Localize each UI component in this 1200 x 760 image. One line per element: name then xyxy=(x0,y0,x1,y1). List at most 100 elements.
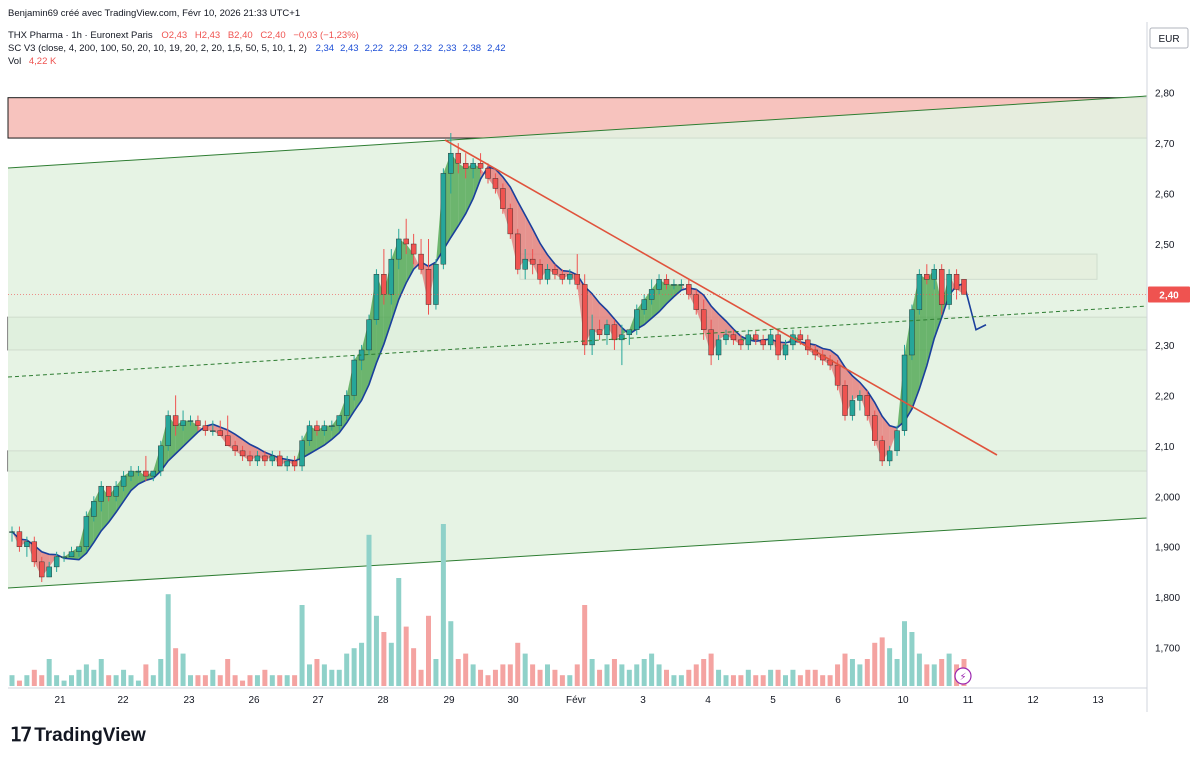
candle[interactable] xyxy=(39,561,45,578)
candle[interactable] xyxy=(16,531,23,547)
candle[interactable] xyxy=(46,566,52,578)
candle[interactable] xyxy=(388,258,395,295)
candle[interactable] xyxy=(247,455,253,462)
candle[interactable] xyxy=(202,425,209,431)
candle[interactable] xyxy=(410,243,417,255)
candle[interactable] xyxy=(462,163,469,169)
candle[interactable] xyxy=(105,485,112,497)
candle[interactable] xyxy=(715,339,722,356)
candle[interactable] xyxy=(693,294,699,310)
candle[interactable] xyxy=(418,253,424,270)
candle[interactable] xyxy=(515,233,521,270)
currency-box[interactable] xyxy=(1149,27,1189,49)
candle[interactable] xyxy=(396,238,402,260)
candle[interactable] xyxy=(849,400,856,416)
candle[interactable] xyxy=(938,269,945,305)
candle[interactable] xyxy=(886,450,893,462)
candle[interactable] xyxy=(158,445,164,472)
candle[interactable] xyxy=(648,289,655,300)
candle[interactable] xyxy=(529,258,536,265)
candle[interactable] xyxy=(507,208,514,235)
candle[interactable] xyxy=(165,415,171,447)
candle[interactable] xyxy=(857,395,863,401)
candle[interactable] xyxy=(321,425,328,431)
candle[interactable] xyxy=(98,485,104,502)
candle[interactable] xyxy=(9,531,15,533)
indicator-name[interactable]: SC V3 (close, 4, 200, 100, 50, 20, 10, 1… xyxy=(8,43,307,54)
candle[interactable] xyxy=(581,284,588,346)
candle[interactable] xyxy=(634,309,640,330)
candle[interactable] xyxy=(552,269,558,275)
candle[interactable] xyxy=(574,274,580,285)
candle[interactable] xyxy=(953,274,960,290)
candle[interactable] xyxy=(485,168,491,179)
candle[interactable] xyxy=(329,425,335,427)
candle[interactable] xyxy=(611,324,618,341)
candle[interactable] xyxy=(366,319,372,351)
candle[interactable] xyxy=(500,188,506,209)
candle[interactable] xyxy=(433,263,439,305)
candle[interactable] xyxy=(440,173,447,265)
candle[interactable] xyxy=(470,163,476,169)
candle[interactable] xyxy=(83,516,90,547)
candle[interactable] xyxy=(195,420,201,426)
candle[interactable] xyxy=(180,420,186,426)
candle[interactable] xyxy=(425,269,432,305)
candle[interactable] xyxy=(31,541,38,563)
candle[interactable] xyxy=(217,430,223,436)
candle[interactable] xyxy=(872,415,878,441)
candle[interactable] xyxy=(113,485,119,497)
candle[interactable] xyxy=(277,455,283,467)
candle[interactable] xyxy=(671,284,677,286)
candle[interactable] xyxy=(753,334,759,341)
candle[interactable] xyxy=(306,425,313,441)
candle[interactable] xyxy=(537,263,543,280)
volume-label[interactable]: Vol xyxy=(8,56,22,67)
candle[interactable] xyxy=(567,274,573,280)
candle[interactable] xyxy=(381,274,387,295)
candle[interactable] xyxy=(120,475,127,487)
candle[interactable] xyxy=(351,359,357,396)
candle[interactable] xyxy=(656,279,662,290)
candle[interactable] xyxy=(262,455,268,462)
candle[interactable] xyxy=(91,501,97,517)
candle[interactable] xyxy=(775,334,781,356)
candle[interactable] xyxy=(224,435,231,447)
candle[interactable] xyxy=(782,344,789,356)
candle[interactable] xyxy=(269,455,276,462)
candle[interactable] xyxy=(901,354,908,431)
candle[interactable] xyxy=(172,415,179,426)
candle[interactable] xyxy=(797,334,804,341)
candle[interactable] xyxy=(909,309,915,356)
candle[interactable] xyxy=(150,470,157,477)
candle[interactable] xyxy=(641,299,647,310)
candle[interactable] xyxy=(53,556,60,568)
candle[interactable] xyxy=(700,309,707,330)
candle[interactable] xyxy=(254,455,261,462)
candle[interactable] xyxy=(232,445,238,452)
candle[interactable] xyxy=(626,329,633,336)
candle[interactable] xyxy=(61,556,67,559)
candle[interactable] xyxy=(76,546,82,552)
candle[interactable] xyxy=(544,269,551,280)
candle[interactable] xyxy=(143,470,149,477)
candle[interactable] xyxy=(403,238,409,245)
tradingview-logo[interactable]: 𝟣𝟩 TradingView xyxy=(10,724,146,747)
candle[interactable] xyxy=(589,329,595,346)
candle[interactable] xyxy=(284,460,290,467)
candle[interactable] xyxy=(604,324,610,336)
candle[interactable] xyxy=(864,395,871,416)
candle[interactable] xyxy=(135,470,142,473)
candle[interactable] xyxy=(187,420,194,422)
candle[interactable] xyxy=(730,334,737,341)
candle[interactable] xyxy=(894,430,900,452)
symbol-name[interactable]: THX Pharma · 1h · Euronext Paris xyxy=(8,30,153,41)
candle[interactable] xyxy=(842,385,848,416)
downtrend-line[interactable] xyxy=(444,139,998,456)
candle[interactable] xyxy=(492,178,499,189)
candle[interactable] xyxy=(619,334,625,341)
candle[interactable] xyxy=(946,274,952,305)
candle[interactable] xyxy=(879,440,885,462)
candle[interactable] xyxy=(314,425,320,431)
